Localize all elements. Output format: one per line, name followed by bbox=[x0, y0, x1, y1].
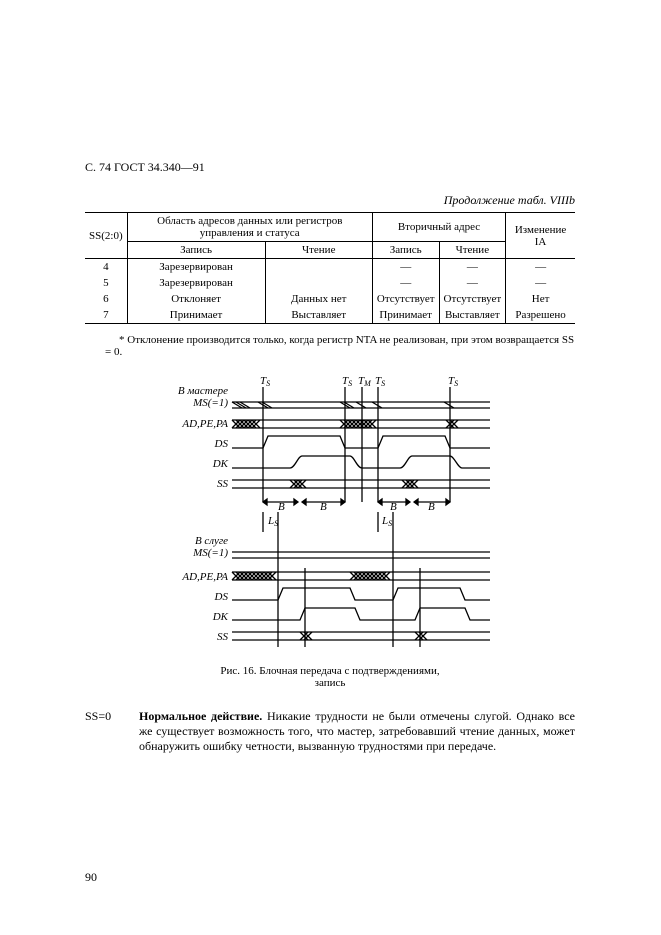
svg-text:В слуге: В слуге bbox=[195, 535, 228, 547]
svg-text:B: B bbox=[320, 501, 327, 513]
col-data-write: Запись bbox=[127, 242, 265, 259]
svg-text:AD,PE,PA: AD,PE,PA bbox=[181, 571, 228, 583]
svg-text:DK: DK bbox=[212, 458, 229, 470]
col-sec-read: Чтение bbox=[439, 242, 506, 259]
svg-text:MS(=1): MS(=1) bbox=[192, 397, 228, 409]
svg-text:TS: TS bbox=[342, 375, 352, 388]
svg-text:B: B bbox=[278, 501, 285, 513]
col-group-data: Область адресов данных или регистров упр… bbox=[127, 213, 372, 242]
page-header: С. 74 ГОСТ 34.340—91 bbox=[85, 160, 575, 175]
svg-text:B: B bbox=[390, 501, 397, 513]
svg-text:LS: LS bbox=[267, 515, 278, 528]
para-text: Нормальное действие. Никакие трудности н… bbox=[139, 709, 575, 754]
svg-text:LS: LS bbox=[381, 515, 392, 528]
svg-text:В мастере: В мастере bbox=[178, 385, 228, 397]
col-data-read: Чтение bbox=[265, 242, 372, 259]
svg-text:DK: DK bbox=[212, 611, 229, 623]
figure-caption: Рис. 16. Блочная передача с подтверждени… bbox=[85, 665, 575, 689]
table-continuation: Продолжение табл. VIIIb bbox=[85, 193, 575, 208]
table-row: 6 Отклоняет Данных нет Отсутствует Отсут… bbox=[85, 291, 575, 307]
svg-text:B: B bbox=[428, 501, 435, 513]
svg-text:SS: SS bbox=[217, 631, 229, 643]
svg-text:DS: DS bbox=[214, 591, 229, 603]
svg-text:TM: TM bbox=[358, 375, 372, 388]
table-row: 5 Зарезервирован — — — bbox=[85, 275, 575, 291]
svg-text:DS: DS bbox=[214, 438, 229, 450]
table-row: 7 Принимает Выставляет Принимает Выставл… bbox=[85, 307, 575, 324]
table-footnote: * Отклонение производится только, когда … bbox=[105, 334, 575, 358]
col-sec-write: Запись bbox=[372, 242, 439, 259]
svg-text:TS: TS bbox=[260, 375, 270, 388]
paragraph-ss0: SS=0 Нормальное действие. Никакие трудно… bbox=[85, 709, 575, 754]
table-row: 4 Зарезервирован — — — bbox=[85, 259, 575, 276]
col-group-sec: Вторичный адрес bbox=[372, 213, 505, 242]
timing-diagram: TS TS TM TS TS В мастере MS(=1) AD,PE,PA bbox=[85, 372, 575, 657]
svg-text:MS(=1): MS(=1) bbox=[192, 547, 228, 559]
para-label: SS=0 bbox=[85, 709, 139, 754]
svg-text:TS: TS bbox=[375, 375, 385, 388]
svg-text:AD,PE,PA: AD,PE,PA bbox=[181, 418, 228, 430]
svg-text:TS: TS bbox=[448, 375, 458, 388]
col-ss: SS(2:0) bbox=[85, 213, 127, 259]
data-table: SS(2:0) Область адресов данных или регис… bbox=[85, 212, 575, 324]
svg-text:SS: SS bbox=[217, 478, 229, 490]
page-number: 90 bbox=[85, 870, 97, 885]
col-ia: Изменение IA bbox=[506, 213, 575, 259]
